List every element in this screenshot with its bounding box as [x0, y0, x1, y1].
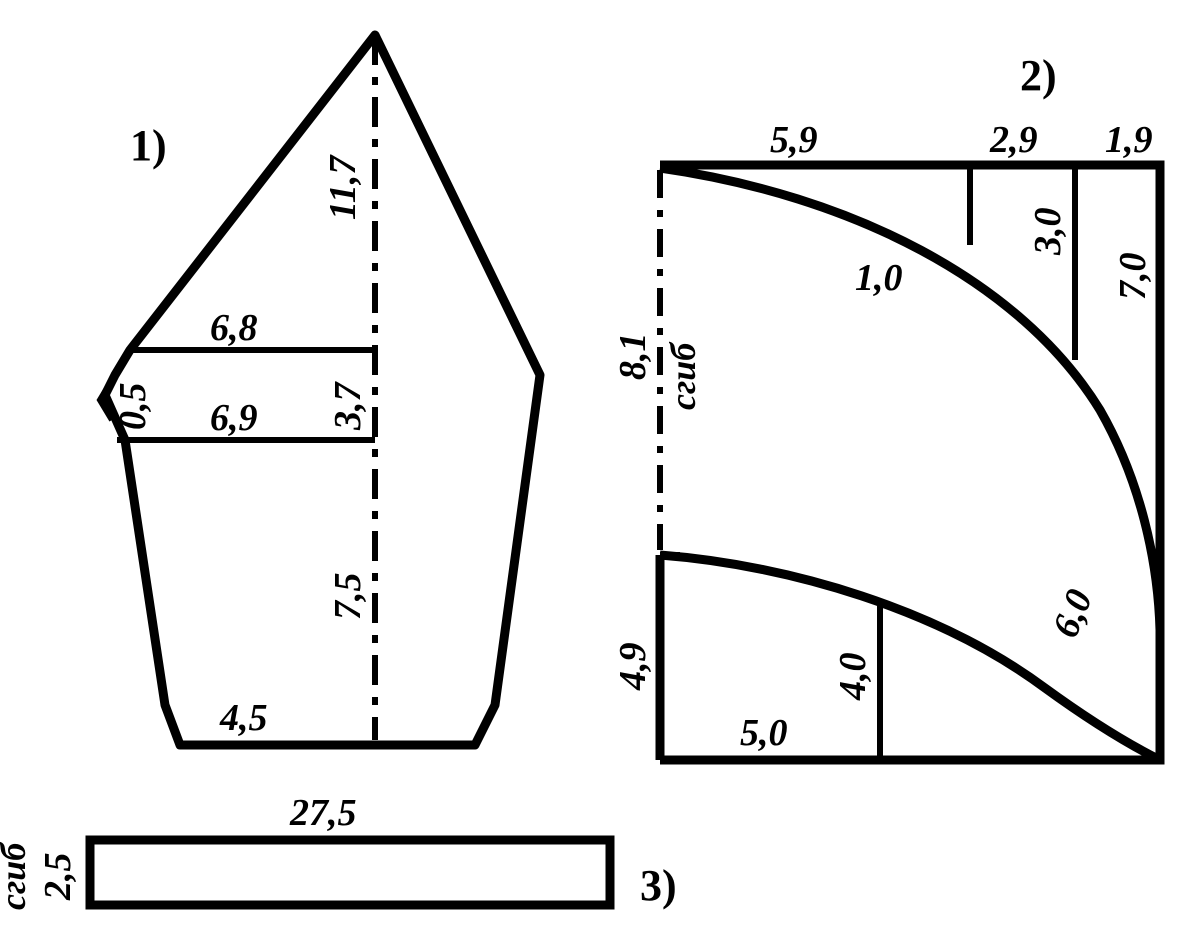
piece-3: 27,5 сгиб 2,5 3) — [0, 792, 677, 910]
piece-2-header: 2) — [1020, 51, 1057, 100]
m-2-5: 2,5 — [37, 853, 79, 902]
m-27-5: 27,5 — [289, 792, 357, 834]
piece-2-rect — [660, 165, 1160, 760]
m-4-5: 4,5 — [219, 697, 268, 739]
m-7-0: 7,0 — [1112, 253, 1154, 301]
m-3-7: 3,7 — [327, 381, 369, 432]
m-6-0: 6,0 — [1044, 584, 1101, 644]
piece-3-header: 3) — [640, 861, 677, 910]
m-6-9: 6,9 — [210, 397, 258, 439]
m-11-7: 11,7 — [322, 154, 364, 220]
m-2-9: 2,9 — [989, 119, 1038, 161]
m-5-9: 5,9 — [770, 119, 818, 161]
m-4-9: 4,9 — [612, 643, 654, 692]
piece-1: 1) 11,7 6,8 0,5 6,9 3,7 7,5 4,5 — [100, 35, 540, 745]
m-3-0: 3,0 — [1027, 208, 1069, 257]
fold-3: сгиб — [0, 841, 33, 910]
m-8-1: 8,1 — [612, 333, 654, 381]
pattern-diagram: 1) 11,7 6,8 0,5 6,9 3,7 7,5 4,5 2) 5,9 2… — [0, 0, 1200, 930]
piece-1-outline — [105, 35, 540, 745]
piece-1-header: 1) — [130, 121, 167, 170]
m-6-8: 6,8 — [210, 307, 258, 349]
m-7-5: 7,5 — [327, 573, 369, 621]
m-4-0: 4,0 — [832, 653, 874, 702]
m-1-0: 1,0 — [855, 257, 903, 299]
m-1-9: 1,9 — [1105, 119, 1153, 161]
fold-2: сгиб — [663, 341, 703, 410]
piece-3-rect — [90, 840, 610, 905]
m-0-5: 0,5 — [112, 383, 154, 431]
piece-2: 2) 5,9 2,9 1,9 3,0 7,0 1,0 8,1 сгиб 6,0 … — [612, 51, 1160, 760]
m-5-0: 5,0 — [740, 712, 788, 754]
piece-2-curve2 — [660, 555, 1160, 760]
